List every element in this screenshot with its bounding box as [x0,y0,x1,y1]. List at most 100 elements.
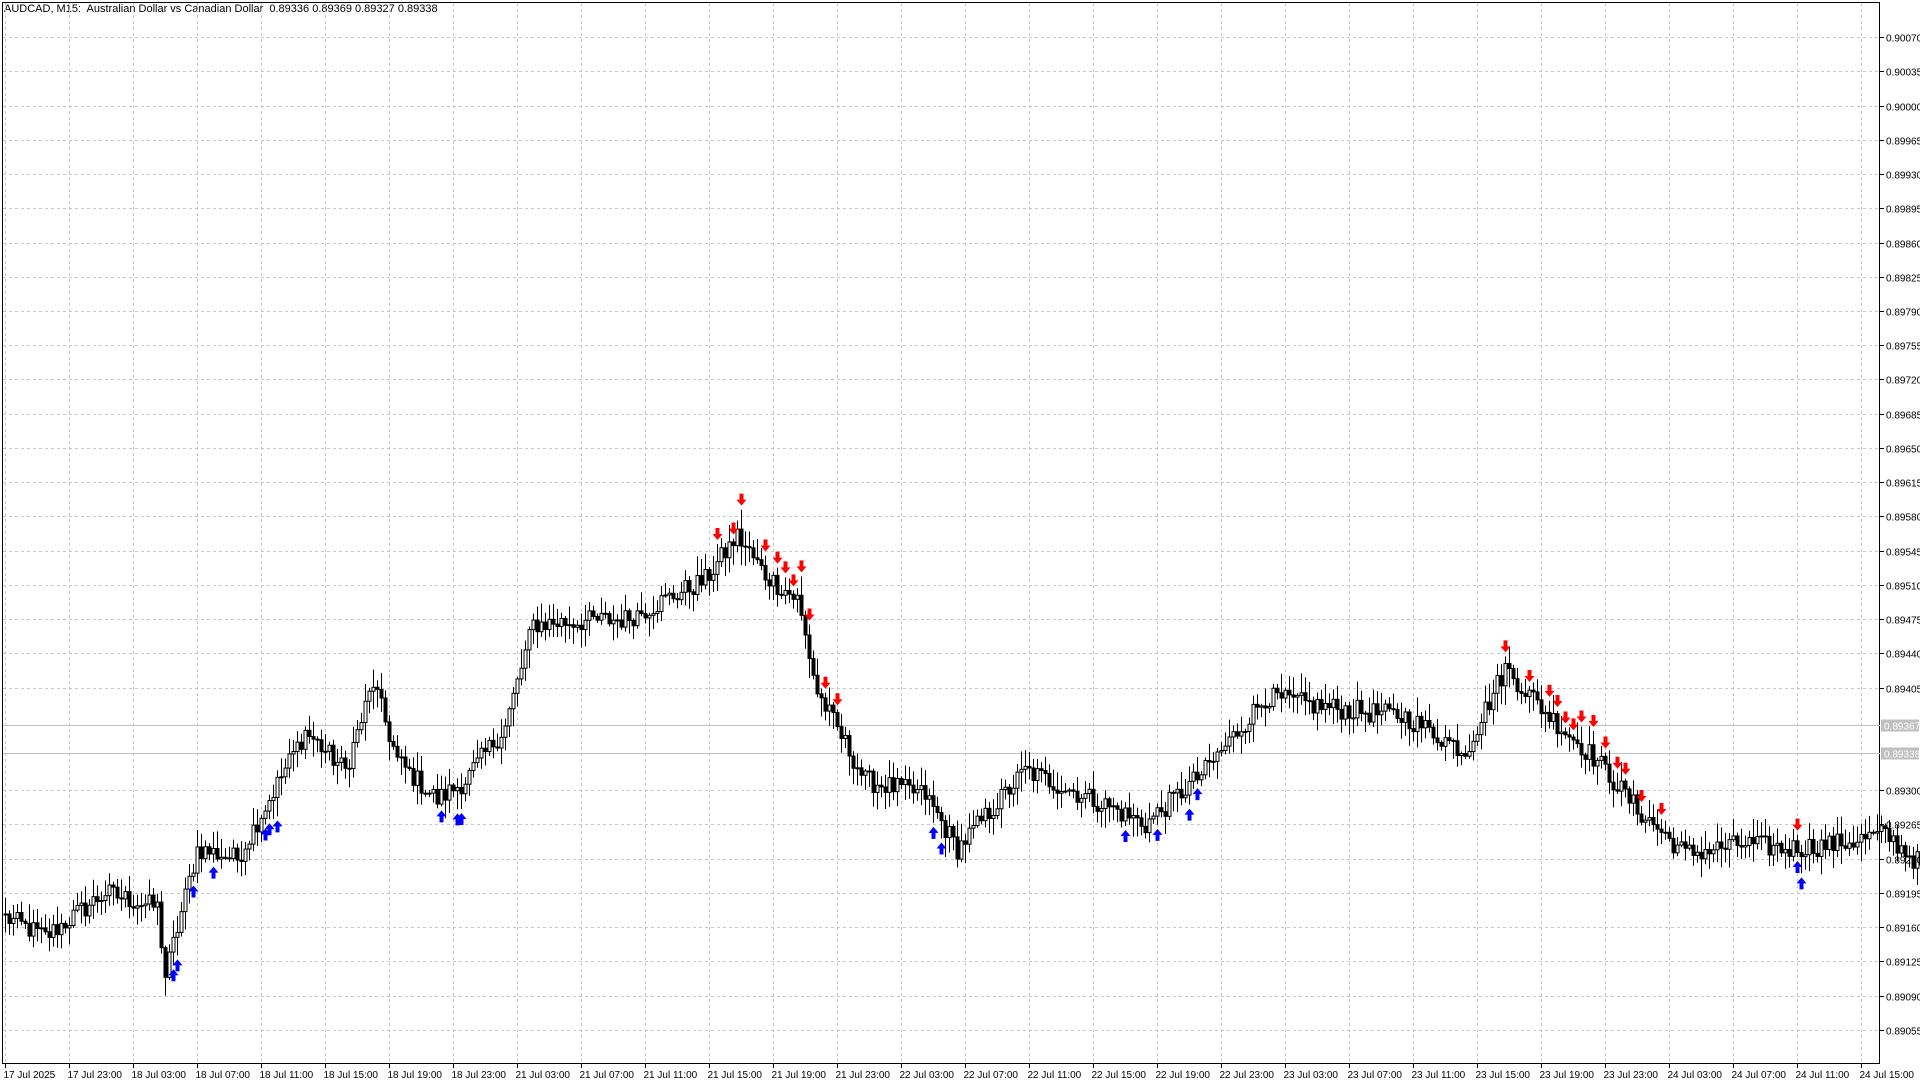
candle-body [727,541,732,559]
candle-body [975,815,980,827]
candle-body [803,614,808,636]
candle-body [1411,728,1416,733]
candle-body [707,569,712,581]
candle-body [1811,839,1816,854]
candle-body [1031,767,1036,782]
candle-body [387,721,392,742]
candle-body [1215,751,1220,762]
candle-body [863,770,868,776]
y-tick-label: 0.89860 [1886,240,1920,251]
candle-body [115,886,120,899]
candle-body [171,936,176,953]
candle-body [931,795,936,807]
candle-body [127,891,132,908]
y-tick-label: 0.89230 [1886,856,1920,867]
candle-body [1799,852,1804,858]
candle-body [147,894,152,905]
candle-body [1759,835,1764,838]
candle-body [1867,831,1872,840]
candle-body [1503,663,1508,687]
candle-body [1399,717,1404,723]
candle-body [419,770,424,794]
candle-body [895,777,900,793]
x-tick-label: 22 Jul 03:00 [900,1070,955,1080]
candle-body [111,884,116,888]
candle-body [219,856,224,860]
candle-body [1479,721,1484,736]
candle-body [471,762,476,772]
y-tick-label: 0.89265 [1886,821,1920,832]
candle-body [607,613,612,625]
candle-body [431,789,436,794]
y-tick-label: 0.89440 [1886,650,1920,661]
candle-body [539,621,544,633]
candle-body [1735,835,1740,847]
candle-body [1359,699,1364,715]
candle-body [1579,743,1584,756]
candle-body [1051,786,1056,791]
x-tick-label: 18 Jul 19:00 [388,1070,443,1080]
up-arrow-icon [1796,877,1807,890]
y-tick-label: 0.89650 [1886,445,1920,456]
candle-body [51,924,56,938]
candle-body [1787,849,1792,857]
candle-body [559,617,564,628]
candle-body [751,547,756,559]
candle-body [1347,705,1352,719]
x-tick-label: 21 Jul 11:00 [644,1070,698,1080]
candle-body [183,888,188,913]
candle-body [1779,842,1784,854]
candle-body [1439,742,1444,747]
x-tick-label: 22 Jul 19:00 [1156,1070,1211,1080]
candle-body [167,951,172,978]
candle-body [211,847,216,855]
candle-body [763,565,768,581]
candle-body [279,776,284,779]
candle-body [99,900,104,903]
candle-body [1291,694,1296,698]
candle-body [1171,791,1176,794]
candle-body [1647,817,1652,821]
candle-body [915,788,920,794]
candle-body [323,750,328,753]
candle-body [899,777,904,786]
candle-body [187,875,192,890]
candle-body [939,812,944,822]
time-axis: 17 Jul 2025 17 Jul 23:00 18 Jul 03:00 18 Ju… [4,1064,1914,1080]
candle-body [1687,844,1692,849]
candle-body [879,784,884,788]
candle-body [1023,765,1028,770]
candle-body [107,884,112,897]
candle-body [575,624,580,628]
down-arrow-icon [1600,736,1611,749]
candle-body [1603,755,1608,765]
candle-body [947,826,952,839]
candle-body [503,725,508,738]
candle-body [327,744,332,752]
candle-body [311,736,316,740]
candle-body [855,767,860,770]
x-tick-label: 23 Jul 07:00 [1348,1070,1403,1080]
x-tick-label: 22 Jul 07:00 [964,1070,1019,1080]
candle-body [1279,692,1284,699]
candle-body [1791,840,1796,857]
y-tick-label: 0.89405 [1886,685,1920,696]
candle-body [719,547,724,563]
up-arrow-icon [436,810,447,823]
candle-body [1423,719,1428,729]
price-label-box [1881,719,1919,732]
candle-body [1871,831,1876,834]
candle-body [175,931,180,938]
candle-body [135,905,140,909]
candle-body [63,922,68,929]
candle-body [1095,805,1100,812]
candle-body [1087,788,1092,795]
candle-body [887,777,892,793]
candle-body [259,817,264,833]
up-arrow-icon [1152,828,1163,841]
candle-body [1079,797,1084,803]
candle-body [383,697,388,723]
candle-body [1091,788,1096,807]
candle-body [735,528,740,547]
